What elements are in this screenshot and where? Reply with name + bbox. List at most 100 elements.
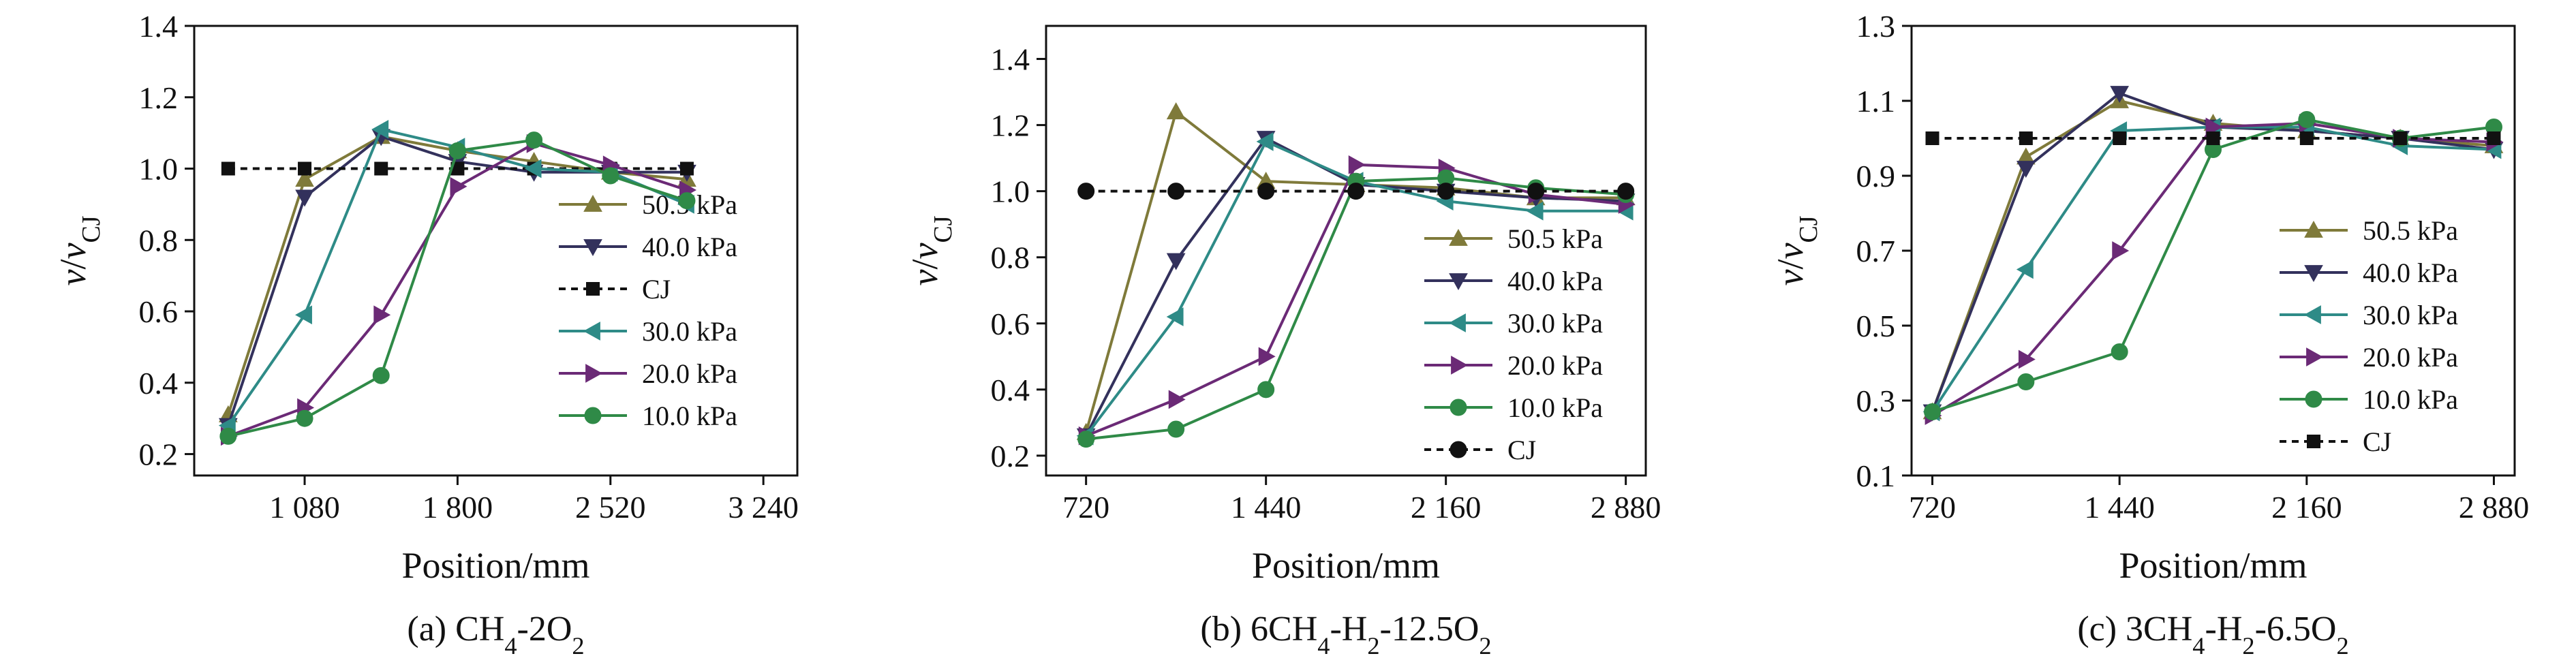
panel-caption: (a) CH4-2O2 xyxy=(407,610,584,659)
y-tick-label: 0.2 xyxy=(991,439,1030,473)
legend-label: 10.0 kPa xyxy=(2363,384,2458,415)
y-tick-label: 1.4 xyxy=(139,9,179,44)
data-point xyxy=(1437,183,1455,200)
svg-text:v/vCJ: v/vCJ xyxy=(904,216,957,286)
y-axis-title-part: v xyxy=(1770,243,1811,259)
x-tick-label: 2 880 xyxy=(1591,490,1661,525)
caption-part: (a) CH xyxy=(407,610,504,649)
y-tick-label: 0.4 xyxy=(991,373,1030,407)
data-point xyxy=(450,176,467,196)
caption-part: -H xyxy=(1330,610,1367,649)
y-tick-label: 1.1 xyxy=(1856,84,1896,119)
series-10-0-kpa xyxy=(219,131,696,445)
legend-marker xyxy=(2305,390,2322,408)
legend-entry-cj: CJ xyxy=(1424,435,1536,465)
data-point xyxy=(295,189,314,207)
caption-part: 2 xyxy=(2336,632,2348,659)
data-point xyxy=(2110,86,2130,104)
data-point xyxy=(373,305,391,325)
caption-part: 2 xyxy=(572,632,584,659)
legend-marker xyxy=(1450,441,1467,458)
caption-part: 2 xyxy=(2242,632,2254,659)
data-point xyxy=(1348,155,1366,174)
legend-label: 40.0 kPa xyxy=(2363,258,2458,288)
legend-marker xyxy=(584,407,602,424)
legend-label: 40.0 kPa xyxy=(1507,266,1603,296)
legend-entry-20-0-kpa: 20.0 kPa xyxy=(1424,350,1603,381)
legend-entry-30-0-kpa: 30.0 kPa xyxy=(559,316,737,347)
data-point xyxy=(1166,307,1184,326)
y-tick-label: 1.4 xyxy=(991,42,1030,77)
x-tick-label: 1 800 xyxy=(423,490,493,525)
data-point xyxy=(372,366,390,384)
panel-1: 0.2 0.4 0.6 0.8 1.0 1.2 1.4 720 1 440 2 160 2 880 P… xyxy=(904,25,1661,659)
legend-entry-50-5-kpa: 50.5 kPa xyxy=(559,189,737,220)
legend-entry-cj: CJ xyxy=(2280,426,2391,457)
data-point xyxy=(374,161,388,176)
x-tick-label: 720 xyxy=(1909,490,1956,525)
y-tick-label: 1.2 xyxy=(991,108,1030,143)
data-point xyxy=(679,161,694,176)
data-point xyxy=(1167,183,1185,200)
caption-part: 4 xyxy=(1317,632,1330,659)
data-point xyxy=(1077,183,1095,200)
legend-marker xyxy=(2306,347,2324,366)
legend-marker xyxy=(1451,356,1469,375)
data-point xyxy=(2018,349,2036,369)
data-point xyxy=(450,161,465,176)
y-axis-title-part: CJ xyxy=(929,216,957,243)
legend-label: CJ xyxy=(1507,435,1536,465)
legend-label: 10.0 kPa xyxy=(642,401,737,431)
x-tick-label: 2 880 xyxy=(2459,490,2530,525)
legend-entry-10-0-kpa: 10.0 kPa xyxy=(2280,384,2458,415)
y-axis-title-part: / xyxy=(52,259,93,269)
data-point xyxy=(2206,131,2220,145)
legend-label: 30.0 kPa xyxy=(1507,308,1603,339)
y-axis-title-part: v xyxy=(904,269,945,285)
legend-marker xyxy=(1449,228,1468,246)
y-tick-label: 1.3 xyxy=(1856,9,1896,44)
y-tick-label: 0.6 xyxy=(991,307,1030,341)
data-point xyxy=(1617,183,1635,200)
legend-label: 50.5 kPa xyxy=(2363,215,2458,246)
legend-label: 30.0 kPa xyxy=(2363,300,2458,330)
y-axis-title: v/vCJ xyxy=(904,216,957,286)
caption-part: 4 xyxy=(2192,632,2205,659)
legend-marker xyxy=(583,194,602,212)
y-axis-title-part: v xyxy=(52,243,93,259)
y-tick-label: 1.0 xyxy=(991,174,1030,209)
y-tick-label: 0.8 xyxy=(991,240,1030,275)
data-point xyxy=(2017,373,2035,390)
y-axis-title-part: / xyxy=(1770,259,1811,269)
y-tick-label: 0.1 xyxy=(1856,458,1896,493)
legend-label: 20.0 kPa xyxy=(1507,350,1603,381)
x-axis-title: Position/mm xyxy=(1252,545,1440,586)
legend-marker xyxy=(1448,313,1466,332)
legend-marker xyxy=(1450,399,1467,416)
y-tick-label: 0.9 xyxy=(1856,159,1896,193)
data-point xyxy=(295,170,314,187)
y-axis-title: v/vCJ xyxy=(52,216,106,286)
legend-entry-50-5-kpa: 50.5 kPa xyxy=(2280,215,2458,246)
y-tick-label: 0.7 xyxy=(1856,234,1896,268)
data-point xyxy=(2016,260,2034,279)
series-cj xyxy=(1077,183,1635,200)
legend-marker xyxy=(2307,435,2320,448)
legend-label: CJ xyxy=(2363,426,2391,457)
data-point xyxy=(1257,381,1275,399)
legend-label: 10.0 kPa xyxy=(1507,392,1603,423)
data-point xyxy=(2299,131,2314,145)
data-point xyxy=(525,131,543,149)
series-line xyxy=(226,135,687,426)
legend-entry-cj: CJ xyxy=(559,274,671,305)
y-axis-title-part: CJ xyxy=(1794,216,1823,243)
y-tick-label: 1.2 xyxy=(139,80,179,115)
data-point xyxy=(1924,403,1942,420)
data-point xyxy=(1257,183,1275,200)
legend-entry-10-0-kpa: 10.0 kPa xyxy=(559,401,737,431)
panel-2: 0.1 0.3 0.5 0.7 0.9 1.1 1.3 720 1 440 2 160 2 880 P… xyxy=(1770,9,2529,659)
legend-entry-40-0-kpa: 40.0 kPa xyxy=(2280,258,2458,288)
legend-entry-40-0-kpa: 40.0 kPa xyxy=(559,232,737,262)
legend-marker xyxy=(1449,273,1468,291)
series-cj xyxy=(1925,131,2501,145)
